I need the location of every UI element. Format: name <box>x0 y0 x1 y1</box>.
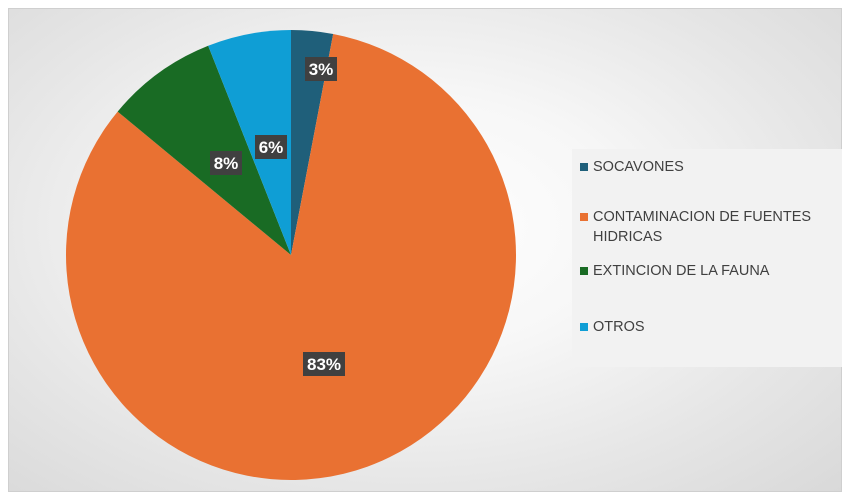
pie-chart: 3% 83% 8% 6% <box>65 30 516 480</box>
data-label-text-extincion: 8% <box>214 154 239 173</box>
legend-swatch-socavones <box>580 163 588 171</box>
legend-label-extincion: EXTINCION DE LA FAUNA <box>593 263 770 279</box>
chart-area: 3% 83% 8% 6% SOCAVONES CONTAMINACION DE FUE… <box>8 8 842 492</box>
data-label-text-otros: 6% <box>259 138 284 157</box>
data-label-text-contaminacion: 83% <box>307 355 341 374</box>
legend-item-otros: OTROS <box>580 317 840 337</box>
data-label-box-extincion <box>210 151 242 175</box>
legend-item-socavones: SOCAVONES <box>580 157 840 177</box>
legend-label-socavones: SOCAVONES <box>593 159 684 175</box>
legend-item-extincion: EXTINCION DE LA FAUNA <box>580 261 840 281</box>
legend-item-contaminacion: CONTAMINACION DE FUENTES HIDRICAS <box>580 207 840 247</box>
data-label-otros: 6% <box>255 135 287 159</box>
data-label-box-contaminacion <box>303 352 345 376</box>
pie-slice-socavones <box>291 30 334 255</box>
pie-slice-extincion <box>117 45 291 255</box>
legend-swatch-contaminacion <box>580 213 588 221</box>
legend-label-contaminacion: CONTAMINACION DE FUENTES HIDRICAS <box>593 209 812 245</box>
data-label-box-otros <box>255 135 287 159</box>
legend-swatch-extincion <box>580 267 588 275</box>
legend-swatch-otros <box>580 323 588 331</box>
data-label-socavones: 3% <box>305 57 337 81</box>
data-label-contaminacion: 83% <box>303 352 345 376</box>
data-label-text-socavones: 3% <box>309 60 334 79</box>
pie-slice-contaminacion <box>65 33 516 480</box>
legend-label-otros: OTROS <box>593 319 645 335</box>
pie-slice-otros <box>208 30 291 255</box>
data-label-extincion: 8% <box>210 151 242 175</box>
legend: SOCAVONES CONTAMINACION DE FUENTES HIDRI… <box>572 149 842 367</box>
data-label-box-socavones <box>305 57 337 81</box>
